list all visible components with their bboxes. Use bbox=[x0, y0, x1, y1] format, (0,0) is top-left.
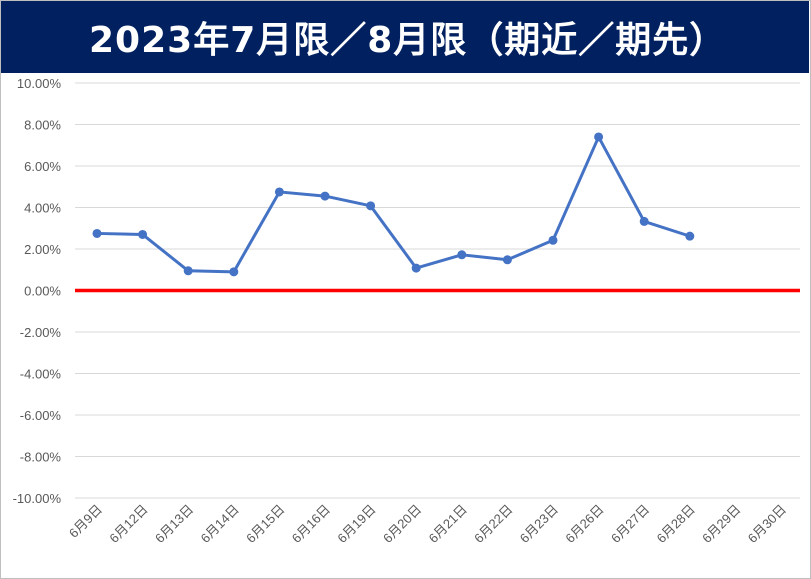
x-tick-label: 6月23日 bbox=[517, 502, 561, 546]
data-point bbox=[457, 250, 467, 260]
x-tick-label: 6月30日 bbox=[745, 502, 789, 546]
x-tick-label: 6月9日 bbox=[66, 502, 105, 541]
data-point bbox=[685, 231, 695, 241]
data-point bbox=[411, 263, 421, 273]
y-axis-tick-labels: 10.00% 8.00% 6.00% 4.00% 2.00% 0.00% -2.00% -4.… bbox=[13, 76, 62, 506]
y-tick-label: 4.00% bbox=[24, 201, 61, 216]
y-tick-label: -2.00% bbox=[20, 325, 62, 340]
x-tick-label: 6月22日 bbox=[471, 502, 515, 546]
y-tick-label: -8.00% bbox=[20, 450, 62, 465]
y-tick-label: 2.00% bbox=[24, 242, 61, 257]
gridlines bbox=[75, 82, 800, 499]
x-tick-label: 6月15日 bbox=[243, 502, 287, 546]
data-point bbox=[274, 187, 284, 197]
data-point bbox=[320, 191, 330, 201]
x-tick-label: 6月13日 bbox=[152, 502, 196, 546]
y-tick-label: 8.00% bbox=[24, 118, 61, 133]
x-tick-label: 6月20日 bbox=[380, 502, 424, 546]
title-bar: 2023年7月限／8月限（期近／期先） bbox=[1, 1, 809, 73]
data-point bbox=[548, 235, 558, 245]
y-tick-label: 10.00% bbox=[17, 76, 62, 91]
x-tick-label: 6月12日 bbox=[106, 502, 150, 546]
x-tick-label: 6月14日 bbox=[198, 502, 242, 546]
data-point bbox=[183, 266, 193, 276]
x-tick-label: 6月27日 bbox=[608, 502, 652, 546]
data-point bbox=[502, 255, 512, 265]
x-tick-label: 6月28日 bbox=[654, 502, 698, 546]
x-tick-label: 6月19日 bbox=[334, 502, 378, 546]
chart-title: 2023年7月限／8月限（期近／期先） bbox=[89, 20, 727, 61]
series-line bbox=[95, 135, 692, 274]
data-point bbox=[639, 216, 649, 226]
data-point bbox=[366, 201, 376, 211]
y-tick-label: 6.00% bbox=[24, 159, 61, 174]
y-tick-label: -4.00% bbox=[20, 367, 62, 382]
data-point bbox=[92, 228, 102, 238]
x-tick-label: 6月29日 bbox=[699, 502, 743, 546]
data-point bbox=[594, 132, 604, 142]
x-tick-label: 6月16日 bbox=[289, 502, 333, 546]
data-point bbox=[229, 267, 239, 277]
y-tick-label: -10.00% bbox=[13, 491, 62, 506]
x-tick-label: 6月26日 bbox=[562, 502, 606, 546]
data-point bbox=[138, 229, 148, 239]
x-axis-tick-labels: 6月9日 6月12日 6月13日 6月14日 6月15日 6月16日 6月19日 6月20日 6… bbox=[66, 502, 789, 546]
x-tick-label: 6月21日 bbox=[426, 502, 470, 546]
y-tick-label: -6.00% bbox=[20, 408, 62, 423]
series-layer bbox=[92, 132, 695, 277]
y-tick-label: 0.00% bbox=[24, 284, 61, 299]
